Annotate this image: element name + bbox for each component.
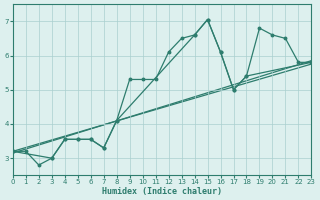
X-axis label: Humidex (Indice chaleur): Humidex (Indice chaleur) [102,187,222,196]
